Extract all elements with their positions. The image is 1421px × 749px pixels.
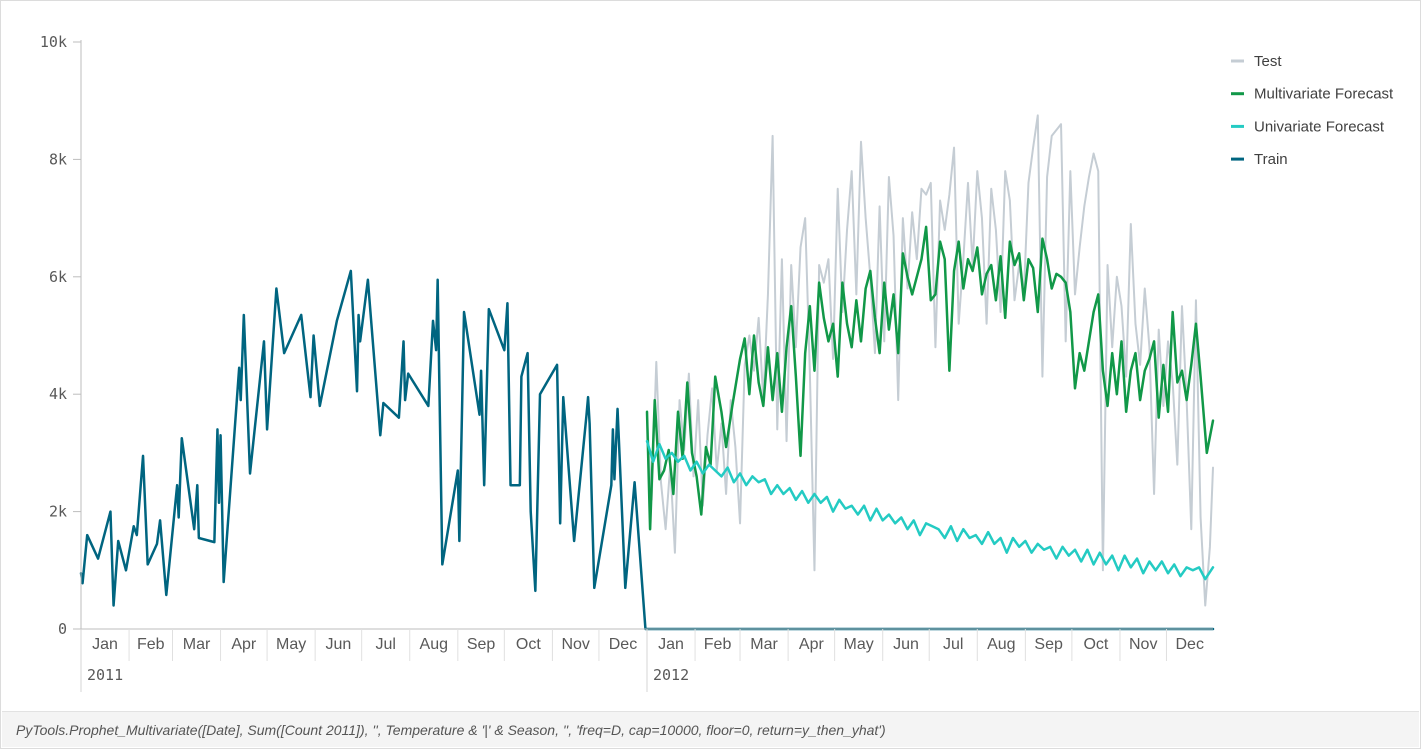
month-label: Feb <box>137 636 165 653</box>
expression-footer: PyTools.Prophet_Multivariate([Date], Sum… <box>2 711 1419 747</box>
month-label: Dec <box>1176 636 1204 653</box>
series-line-univariate-forecast[interactable] <box>645 439 1215 581</box>
y-tick-label: 4k <box>49 385 67 403</box>
legend-label: Multivariate Forecast <box>1254 86 1394 103</box>
month-label: Dec <box>609 636 637 653</box>
year-label: 2012 <box>653 666 689 684</box>
legend-label: Univariate Forecast <box>1254 118 1385 135</box>
month-label: Jan <box>658 636 684 653</box>
series-line-test[interactable] <box>646 114 1214 607</box>
month-label: Apr <box>231 636 257 653</box>
legend-item-multivariate-forecast[interactable]: Multivariate Forecast <box>1231 86 1394 103</box>
expression-text: PyTools.Prophet_Multivariate([Date], Sum… <box>16 721 886 738</box>
legend-item-train[interactable]: Train <box>1231 151 1288 168</box>
legend-item-univariate-forecast[interactable]: Univariate Forecast <box>1231 118 1385 135</box>
y-tick-label: 6k <box>49 268 67 286</box>
month-label: Sep <box>467 636 496 653</box>
month-label: Aug <box>420 636 448 653</box>
month-label: Nov <box>561 636 589 653</box>
month-label: Nov <box>1129 636 1157 653</box>
series-line-train[interactable] <box>79 269 1215 631</box>
month-label: Aug <box>987 636 1015 653</box>
y-tick-label: 2k <box>49 503 67 521</box>
legend-label: Train <box>1254 151 1288 168</box>
year-label: 2011 <box>87 666 123 684</box>
month-label: Apr <box>799 636 825 653</box>
month-label: Oct <box>516 636 541 653</box>
month-label: Jun <box>326 636 352 653</box>
plot-lines <box>79 114 1215 631</box>
month-label: Jul <box>375 636 395 653</box>
month-label: Feb <box>704 636 732 653</box>
month-label: Mar <box>183 636 211 653</box>
legend-item-test[interactable]: Test <box>1231 53 1282 70</box>
axes: 0 2k 4k 6k 8k 10k Jan Feb Mar Apr May Jun Jul Aug Sep O… <box>40 33 1213 692</box>
y-tick-label: 0 <box>58 620 67 638</box>
month-label: May <box>844 636 874 653</box>
month-label: Jan <box>92 636 118 653</box>
line-chart[interactable]: 0 2k 4k 6k 8k 10k Jan Feb Mar Apr May Jun Jul Aug Sep O… <box>1 1 1421 713</box>
month-label: Jul <box>943 636 963 653</box>
month-label: Oct <box>1083 636 1108 653</box>
month-label: Jun <box>893 636 919 653</box>
month-label: May <box>276 636 306 653</box>
month-label: Sep <box>1034 636 1063 653</box>
y-tick-label: 8k <box>49 150 67 168</box>
legend[interactable]: Test Multivariate Forecast Univariate Fore… <box>1231 53 1394 168</box>
month-label: Mar <box>750 636 778 653</box>
legend-label: Test <box>1254 53 1282 70</box>
y-tick-label: 10k <box>40 33 67 51</box>
series-line-multivariate-forecast[interactable] <box>645 225 1215 531</box>
